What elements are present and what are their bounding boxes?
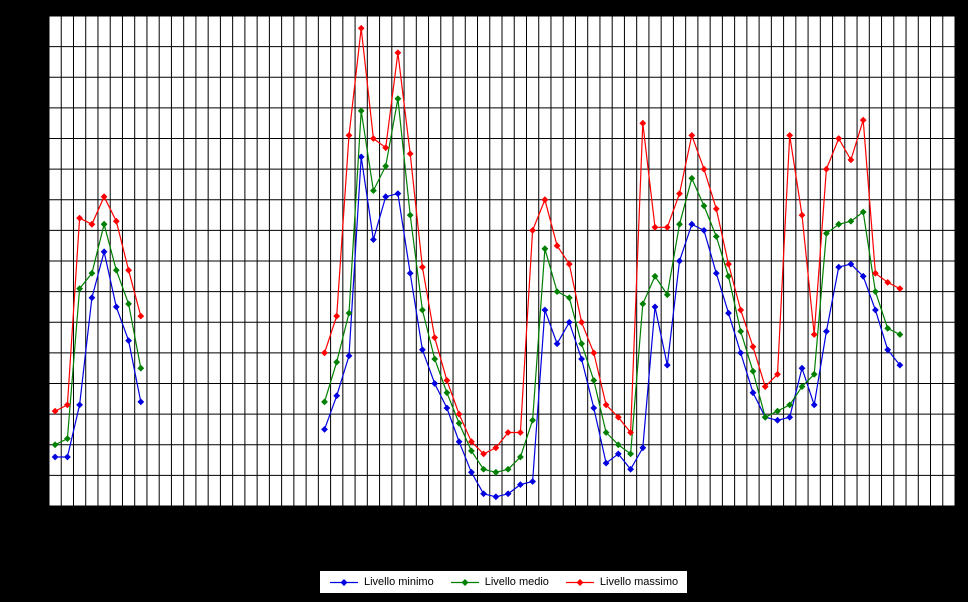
series-line-livello-massimo	[54, 28, 901, 455]
legend-marker-livello-minimo	[330, 578, 358, 586]
legend-label-livello-massimo: Livello massimo	[599, 576, 679, 588]
legend-label-livello-minimo: Livello minimo	[364, 576, 434, 588]
series-line-livello-medio	[54, 98, 901, 473]
legend-marker-livello-massimo	[565, 578, 594, 586]
series-line-livello-minimo	[55, 156, 901, 498]
series-livello-medio	[51, 95, 904, 476]
chart-legend: Livello minimo Livello medio Livello massi…	[319, 570, 689, 594]
legend-label-livello-medio: Livello medio	[484, 576, 549, 588]
legend-item-livello-minimo: Livello minimo	[329, 576, 434, 588]
legend-item-livello-massimo: Livello massimo	[565, 576, 678, 588]
series-livello-minimo	[51, 153, 904, 501]
series-livello-massimo	[51, 24, 904, 458]
legend-item-livello-medio: Livello medio	[450, 576, 549, 588]
legend-marker-livello-medio	[450, 578, 479, 586]
